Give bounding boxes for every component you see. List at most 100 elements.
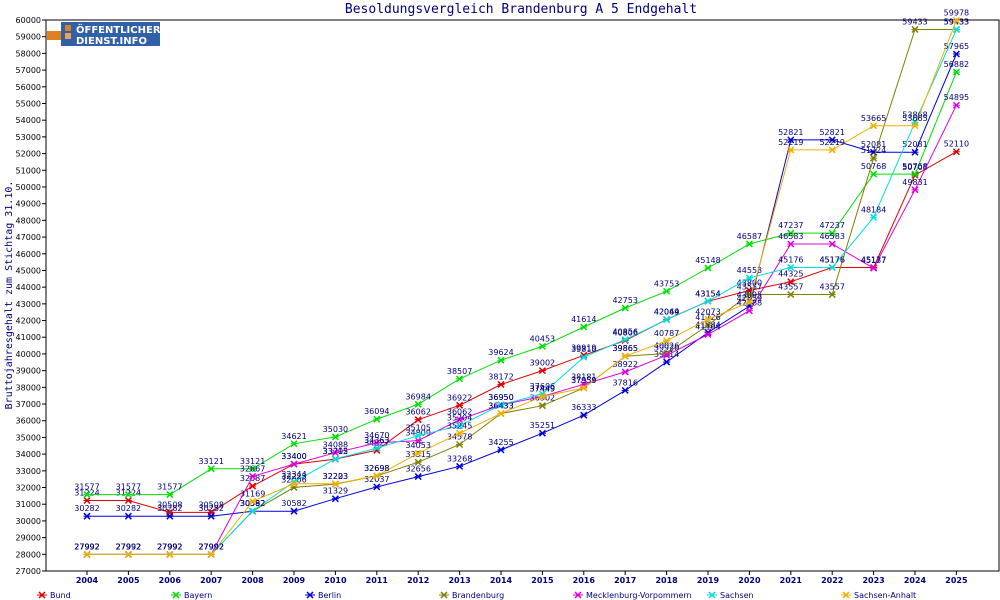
legend-swatch-marker [172, 591, 180, 599]
data-label: 36950 [488, 393, 513, 402]
legend-label: Sachsen [720, 591, 754, 600]
series-line [87, 20, 957, 555]
data-label: 43154 [695, 289, 720, 298]
data-label: 52219 [778, 138, 803, 147]
legend-swatch-marker [708, 591, 716, 599]
data-label: 36062 [405, 408, 430, 417]
y-tick-label: 60000 [16, 16, 41, 25]
data-label: 53665 [861, 114, 886, 123]
chart-title: Besoldungsvergleich Brandenburg A 5 Endg… [345, 2, 697, 17]
legend-label: Bund [50, 591, 71, 600]
x-tick-label: 2015 [531, 576, 554, 585]
x-tick-label: 2021 [780, 576, 803, 585]
x-tick-label: 2018 [655, 576, 678, 585]
data-label: 32087 [240, 474, 265, 483]
data-label: 40453 [530, 334, 555, 343]
data-label: 31577 [74, 483, 99, 492]
series-line [87, 29, 957, 555]
series-mecklenburg-vorpommern: 27992 27992 27992 27992 32667 33400 34088 34670… [74, 93, 969, 558]
data-label: 52821 [819, 128, 844, 137]
data-label: 31224 [74, 488, 99, 497]
data-label: 45176 [819, 256, 844, 265]
data-label: 30282 [157, 504, 182, 513]
data-label: 32698 [364, 464, 389, 473]
legend-swatch-marker [440, 591, 448, 599]
data-label: 34255 [488, 438, 513, 447]
data-label: 36922 [447, 393, 472, 402]
data-label: 59433 [902, 17, 927, 26]
data-label: 39002 [530, 359, 555, 368]
data-label: 32656 [405, 465, 430, 474]
data-label: 48184 [861, 205, 886, 214]
data-label: 27992 [198, 542, 223, 551]
x-tick-label: 2022 [821, 576, 843, 585]
data-label: 46583 [819, 232, 844, 241]
data-label: 50708 [902, 163, 927, 172]
y-tick-label: 41000 [16, 333, 41, 342]
x-tick-label: 2023 [862, 576, 884, 585]
series-line [87, 53, 957, 517]
logo-bar-left [47, 31, 61, 40]
data-label: 31577 [157, 483, 182, 492]
data-label: 59978 [944, 8, 969, 17]
data-label: 52219 [819, 138, 844, 147]
data-label: 27992 [157, 542, 182, 551]
logo-square-2 [65, 33, 71, 39]
data-label: 27992 [116, 542, 141, 551]
data-label: 37449 [530, 385, 555, 394]
y-tick-label: 29000 [16, 534, 41, 543]
data-label: 30582 [240, 499, 265, 508]
series-line [87, 104, 957, 555]
y-tick-label: 59000 [16, 33, 41, 42]
data-label: 27992 [74, 542, 99, 551]
data-label: 32344 [281, 470, 306, 479]
x-tick-label: 2004 [76, 576, 99, 585]
x-tick-label: 2024 [904, 576, 927, 585]
legend-item: Brandenburg [439, 591, 504, 600]
data-label: 35030 [323, 425, 348, 434]
data-label: 36062 [447, 408, 472, 417]
y-tick-label: 43000 [16, 300, 41, 309]
data-label: 36433 [488, 401, 513, 410]
logo: ÖFFENTLICHER DIENST.INFO [47, 22, 161, 47]
data-label: 59433 [944, 17, 969, 26]
data-label: 50768 [861, 162, 886, 171]
y-tick-label: 47000 [16, 233, 41, 242]
data-label: 59433 [944, 17, 969, 26]
logo-square-1 [65, 25, 71, 31]
x-tick-label: 2012 [407, 576, 429, 585]
data-label: 30282 [74, 504, 99, 513]
data-label: 31577 [116, 483, 141, 492]
y-tick-label: 33000 [16, 467, 41, 476]
data-label: 27992 [116, 542, 141, 551]
x-tick-label: 2016 [573, 576, 596, 585]
data-label: 32698 [364, 464, 389, 473]
data-label: 52081 [861, 140, 886, 149]
data-label: 54895 [944, 93, 969, 102]
legend-swatch-marker [842, 591, 850, 599]
data-label: 30282 [198, 504, 223, 513]
y-tick-label: 46000 [16, 250, 41, 259]
series-berlin: 30282 30282 30282 30282 30582 30582 31329 32037… [74, 42, 969, 520]
data-label: 52821 [778, 128, 803, 137]
data-label: 41614 [571, 315, 596, 324]
data-label: 43557 [819, 283, 844, 292]
legend-label: Mecklenburg-Vorpommern [586, 591, 692, 600]
data-label: 39865 [612, 344, 637, 353]
data-label: 40856 [612, 328, 637, 337]
y-tick-label: 40000 [16, 350, 41, 359]
series-bayern: 31577 31577 31577 33121 33121 34621 35030 36094… [74, 60, 969, 499]
data-label: 34670 [364, 431, 389, 440]
data-label: 35105 [405, 424, 430, 433]
y-tick-label: 28000 [16, 550, 41, 559]
x-tick-label: 2006 [159, 576, 182, 585]
data-label: 33121 [198, 457, 223, 466]
data-label: 32037 [364, 475, 389, 484]
data-label: 36950 [488, 393, 513, 402]
series-line [87, 151, 957, 513]
data-label: 43753 [654, 279, 679, 288]
data-label: 30582 [240, 499, 265, 508]
data-label: 47237 [819, 221, 844, 230]
logo-badge [61, 22, 160, 46]
data-label: 43557 [778, 283, 803, 292]
